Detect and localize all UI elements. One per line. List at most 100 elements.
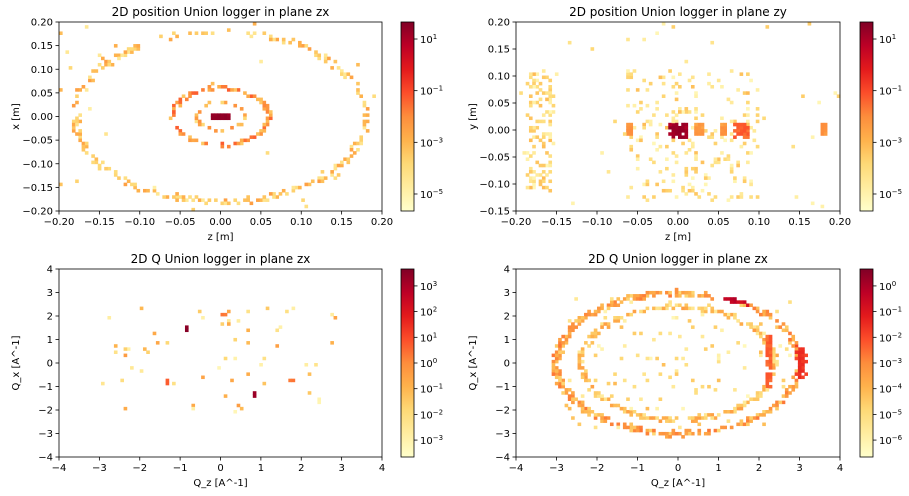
heatmap-cell [197,122,202,127]
heatmap-cell [307,47,312,51]
heatmap-cell [340,69,344,73]
heatmap-cell [197,110,202,114]
heatmap-cell [558,375,562,380]
heatmap-cell [703,309,708,314]
heatmap-cell [804,359,808,364]
heatmap-cell [671,75,676,80]
heatmap-cell [214,129,218,133]
heatmap-cell [178,132,183,136]
heatmap-cell [288,40,292,45]
heatmap-cell [217,116,221,121]
heatmap-cell [652,306,656,311]
heatmap-cell [548,170,553,174]
heatmap-cell [535,72,540,76]
heatmap-cell [204,103,208,108]
heatmap-cell [246,94,250,98]
heatmap-cell [362,122,367,127]
heatmap-cell [59,182,63,187]
heatmap-cell [801,94,805,98]
heatmap-cell [172,195,176,199]
heatmap-cell [645,119,650,124]
heatmap-cell [613,403,617,408]
heatmap-cell [729,297,734,301]
heatmap-cell [661,306,666,311]
heatmap-cell [794,344,799,348]
heatmap-cell [613,300,617,304]
heatmap-cell [94,69,99,73]
heatmap-cell [652,337,656,342]
heatmap-cell [645,88,650,92]
heatmap-cell [220,144,225,149]
heatmap-cell [749,397,753,401]
heatmap-cell [674,129,679,133]
heatmap-cell [823,129,828,133]
heatmap-cell [349,144,354,149]
heatmap-cell [655,107,659,111]
heatmap-cell [223,113,228,117]
heatmap-cell [784,347,789,351]
heatmap-cell [188,94,192,98]
heatmap-cell [333,59,338,64]
heatmap-cell [723,125,727,130]
heatmap-cell [113,44,118,48]
y-tick-label: −4 [38,453,53,464]
heatmap-cell [794,372,799,376]
heatmap-cell [645,378,650,383]
heatmap-cell [820,204,825,209]
heatmap-cell [130,182,134,187]
heatmap-cell [113,173,118,177]
y-axis-label: Q_x [A^-1] [468,335,479,390]
heatmap-cell [687,148,692,152]
heatmap-cell [678,125,682,130]
heatmap-cell [104,132,108,136]
heatmap-cell [327,56,331,61]
heatmap-cell [674,290,679,295]
heatmap-cell [538,179,543,184]
heatmap-cell [665,157,669,161]
y-tick-label: 0.10 [488,72,510,83]
heatmap-cell [755,195,760,199]
heatmap-cell [622,422,627,427]
heatmap-cell [768,347,773,351]
heatmap-cell [554,372,559,376]
heatmap-cell [541,170,546,174]
heatmap-cell [674,372,679,376]
heatmap-cell [349,148,354,152]
heatmap-cell [78,135,83,139]
heatmap-cell [746,100,750,105]
heatmap-cell [778,400,783,405]
heatmap-cell [554,353,559,358]
heatmap-cell [220,141,225,146]
heatmap-cell [788,384,792,389]
heatmap-cell [243,198,247,202]
heatmap-cell [665,303,669,307]
y-tick-label: 2 [504,312,510,323]
heatmap-cell [797,356,802,361]
heatmap-cell [684,192,689,196]
heatmap-cell [214,113,218,117]
y-tick-label: 0.05 [488,99,510,110]
heatmap-cell [346,72,351,76]
heatmap-cell [113,344,118,348]
heatmap-cell [75,132,79,136]
heatmap-cell [362,103,367,108]
heatmap-cell [645,103,650,108]
heatmap-cell [713,325,718,329]
heatmap-cell [571,394,575,398]
heatmap-cell [749,416,753,420]
heatmap-cell [681,435,685,439]
heatmap-cell [694,157,698,161]
heatmap-cell [362,113,367,117]
heatmap-cell [593,334,598,339]
heatmap-cell [532,151,536,155]
heatmap-cell [733,119,737,124]
heatmap-cell [593,331,598,336]
heatmap-cell [210,116,215,121]
heatmap-cell [749,179,753,184]
heatmap-cell [655,406,659,411]
heatmap-cell [668,331,672,336]
heatmap-cell [233,103,238,108]
heatmap-cell [239,406,244,411]
heatmap-cell [729,163,734,168]
